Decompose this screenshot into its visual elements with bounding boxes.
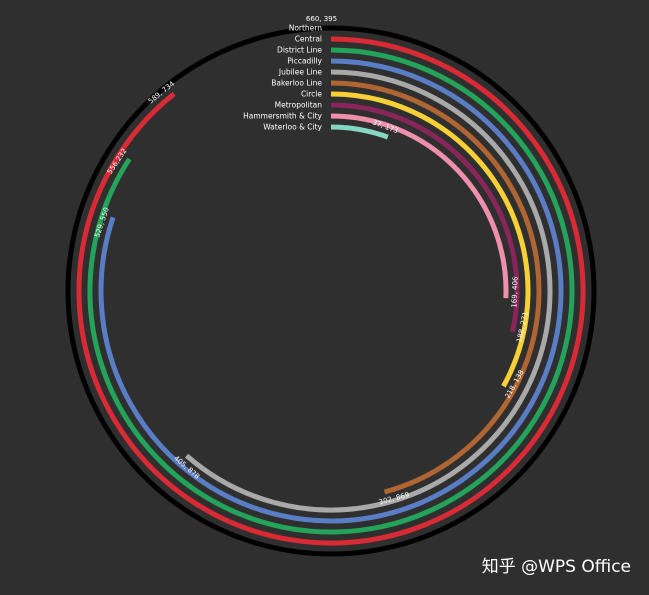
category-label-circle: Circle	[301, 90, 322, 99]
watermark: 知乎 @WPS Office	[481, 557, 631, 577]
category-label-hammersmith-city: Hammersmith & City	[243, 112, 322, 121]
category-label-waterloo-city: Waterloo & City	[263, 123, 322, 132]
arc-piccadilly	[98, 58, 564, 524]
category-label-northern: Northern	[289, 24, 323, 33]
arc-circle	[330, 91, 531, 388]
arc-group	[65, 25, 597, 557]
value-label-bakerloo-line: 302, 869	[378, 491, 410, 507]
category-label-group: Northern Central District Line Piccadilly Ju…	[243, 24, 322, 132]
category-label-jubilee-line: Jubilee Line	[278, 68, 323, 77]
category-label-central: Central	[295, 35, 322, 44]
arc-waterloo-city	[330, 124, 389, 140]
arc-metropolitan	[330, 102, 520, 333]
category-label-bakerloo-line: Bakerloo Line	[271, 79, 322, 88]
arc-bakerloo-line	[330, 80, 542, 495]
category-label-piccadilly: Piccadilly	[287, 57, 322, 66]
arc-central	[76, 36, 586, 546]
arc-jubilee-line	[184, 69, 553, 513]
value-label-hammersmith-city: 169, 406	[510, 276, 519, 308]
category-label-district-line: District Line	[277, 46, 322, 55]
category-label-metropolitan: Metropolitan	[275, 101, 323, 110]
value-label-northern: 660, 395	[306, 15, 337, 23]
arc-district-line	[87, 47, 575, 535]
arc-hammersmith-city	[330, 113, 509, 299]
arc-northern	[65, 25, 597, 557]
